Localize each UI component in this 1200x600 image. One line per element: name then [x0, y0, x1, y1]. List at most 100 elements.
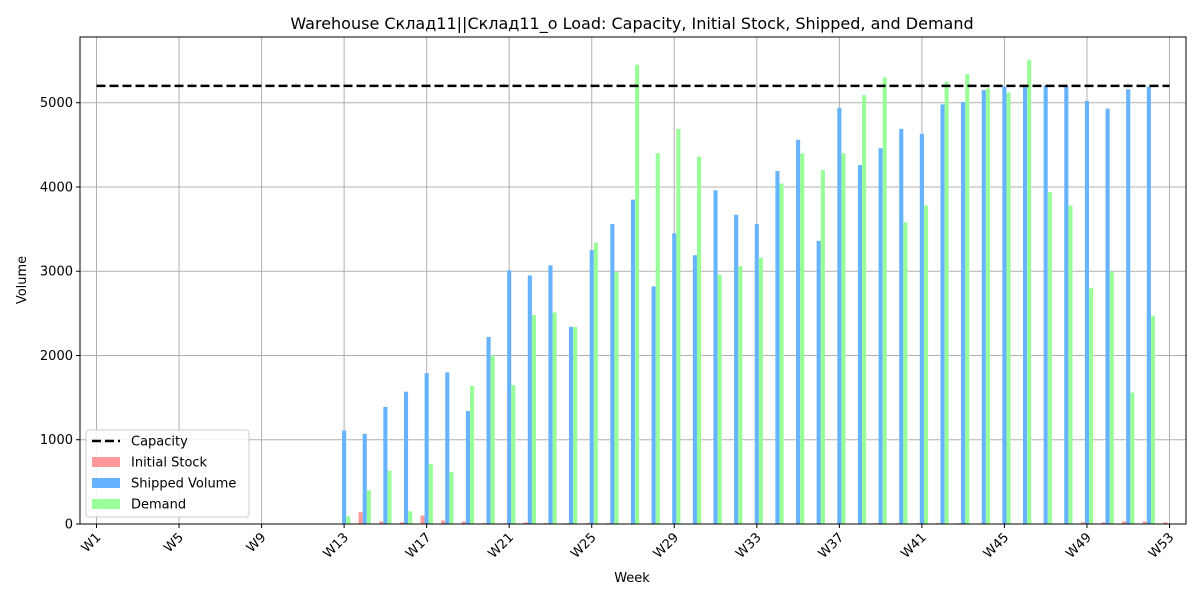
bar-demand	[779, 183, 784, 524]
bar-shipped-volume	[507, 270, 512, 524]
bar-shipped-volume	[899, 128, 904, 524]
legend-label: Capacity	[131, 435, 188, 450]
bar-shipped-volume	[1146, 86, 1151, 525]
bar-shipped-volume	[1084, 101, 1090, 524]
bar-shipped-volume	[630, 199, 636, 524]
bar-demand	[923, 205, 929, 524]
bar-demand	[882, 77, 887, 525]
bar-demand	[820, 170, 825, 524]
y-axis: 0 1000 2000 3000 4000 5000	[40, 96, 80, 533]
bar-shipped-volume	[445, 372, 450, 524]
bar-demand	[985, 88, 990, 525]
bar-demand	[1027, 59, 1032, 524]
legend-swatch-demand	[92, 499, 120, 509]
bar-demand	[614, 272, 619, 524]
bar-demand	[366, 490, 371, 524]
bar-initial-stock	[1142, 521, 1147, 524]
bar-shipped-volume	[940, 104, 945, 524]
bar-shipped-volume	[672, 233, 677, 525]
bar-initial-stock	[441, 520, 446, 524]
bars	[342, 59, 1168, 525]
bar-shipped-volume	[713, 190, 718, 525]
bar-shipped-volume	[465, 411, 470, 524]
bar-demand	[862, 95, 867, 524]
bar-shipped-volume	[569, 326, 574, 524]
bar-initial-stock	[461, 521, 466, 524]
legend-label: Shipped Volume	[131, 477, 236, 492]
bar-initial-stock	[420, 515, 425, 524]
bar-demand	[346, 516, 351, 524]
bar-shipped-volume	[1022, 85, 1028, 524]
bar-shipped-volume	[1002, 86, 1007, 525]
bar-shipped-volume	[981, 90, 986, 525]
bar-initial-stock	[1080, 522, 1085, 524]
legend: Capacity Initial Stock Shipped Volume Deman…	[85, 429, 250, 518]
bar-shipped-volume	[342, 430, 347, 524]
bar-initial-stock	[1101, 522, 1106, 524]
y-tick-label: 1000	[40, 433, 73, 448]
bar-initial-stock	[399, 522, 404, 524]
bar-shipped-volume	[548, 265, 553, 524]
bar-shipped-volume	[754, 224, 759, 524]
bar-shipped-volume	[734, 214, 739, 524]
bar-initial-stock	[358, 512, 363, 524]
y-tick-label: 5000	[40, 96, 73, 111]
bar-demand	[1130, 392, 1135, 524]
bar-demand	[635, 64, 640, 524]
bar-shipped-volume	[919, 133, 924, 524]
bar-demand	[696, 156, 702, 524]
bar-demand	[1006, 92, 1011, 524]
bar-shipped-volume	[692, 255, 697, 524]
bar-initial-stock	[1122, 521, 1127, 524]
bar-demand	[758, 257, 763, 524]
bar-demand	[676, 128, 681, 524]
chart-title: Warehouse Склад11||Склад11_о Load: Capac…	[290, 14, 973, 34]
bar-shipped-volume	[527, 275, 532, 524]
bar-demand	[841, 153, 846, 524]
bar-demand	[1068, 205, 1073, 524]
bar-shipped-volume	[383, 406, 388, 524]
bar-shipped-volume	[1064, 85, 1069, 524]
bar-demand	[387, 470, 392, 524]
bar-demand	[573, 326, 578, 524]
bar-demand	[593, 242, 598, 524]
bar-shipped-volume	[775, 170, 780, 524]
bar-demand	[1150, 315, 1156, 524]
x-axis-label: Week	[614, 571, 650, 586]
bar-demand	[655, 153, 660, 524]
bar-demand	[903, 222, 908, 524]
bar-demand	[511, 384, 516, 524]
bar-shipped-volume	[816, 240, 821, 524]
y-tick-label: 4000	[40, 180, 73, 195]
legend-label: Initial Stock	[131, 456, 208, 471]
bar-demand	[469, 385, 475, 524]
bar-demand	[1089, 288, 1094, 524]
bar-shipped-volume	[857, 165, 863, 524]
bar-demand	[428, 464, 433, 524]
bar-initial-stock	[379, 521, 384, 524]
bar-demand	[408, 511, 413, 524]
bar-demand	[965, 74, 970, 524]
bar-demand	[800, 153, 805, 524]
bar-shipped-volume	[796, 139, 801, 524]
bar-shipped-volume	[610, 224, 615, 524]
bar-demand	[449, 471, 454, 524]
bar-shipped-volume	[878, 148, 883, 524]
y-axis-label: Volume	[15, 256, 30, 304]
bar-shipped-volume	[961, 101, 966, 524]
legend-swatch-shipped-volume	[92, 478, 120, 488]
bar-demand	[1109, 271, 1114, 524]
bar-shipped-volume	[651, 286, 656, 524]
bar-demand	[552, 312, 557, 524]
y-tick-label: 0	[65, 518, 73, 533]
bar-demand	[490, 355, 495, 524]
bar-shipped-volume	[424, 373, 429, 524]
legend-swatch-initial-stock	[92, 457, 120, 467]
bar-shipped-volume	[1105, 108, 1110, 524]
bar-shipped-volume	[362, 433, 367, 524]
bar-demand	[944, 81, 949, 525]
bar-demand	[1047, 192, 1052, 525]
y-tick-label: 2000	[40, 349, 73, 364]
plot-frame	[79, 36, 1187, 525]
bar-shipped-volume	[486, 336, 491, 524]
